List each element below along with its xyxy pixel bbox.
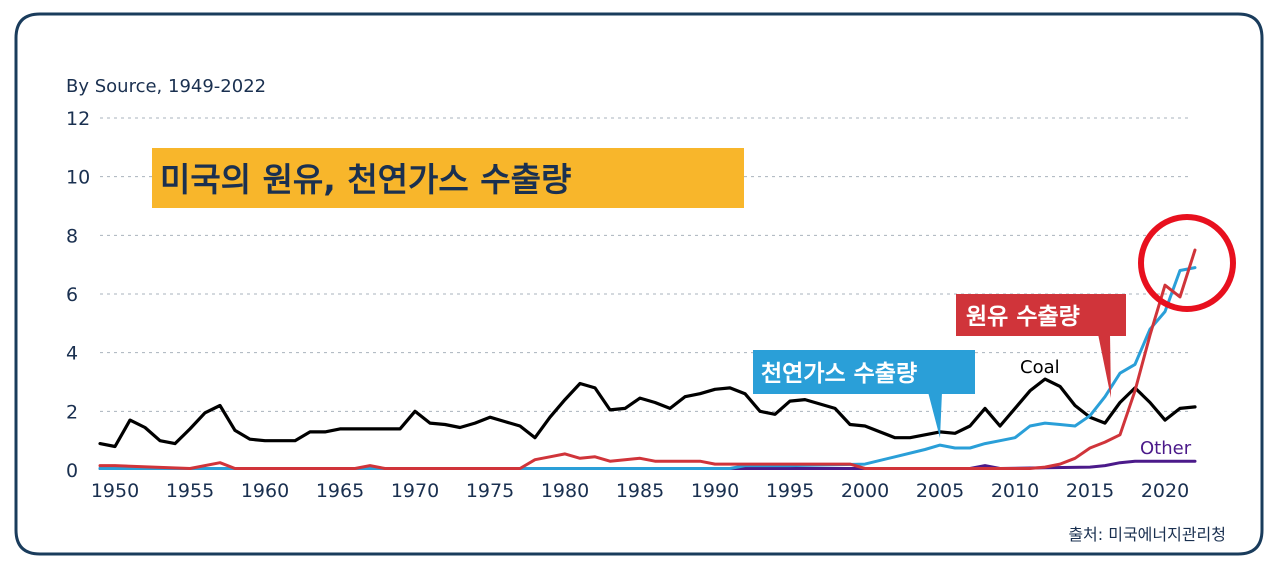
x-tick-label: 1960 [241, 480, 289, 502]
x-tick-label: 2005 [916, 480, 964, 502]
x-tick-label: 2010 [991, 480, 1039, 502]
gas-callout-label: 천연가스 수출량 [761, 361, 917, 387]
y-tick-label: 2 [66, 401, 78, 423]
highlight-circle [1138, 214, 1236, 312]
crude-callout-pointer [1098, 334, 1111, 398]
chart-frame [14, 12, 1264, 556]
chart-subtitle: By Source, 1949-2022 [66, 76, 266, 97]
x-tick-label: 2000 [841, 480, 889, 502]
crude-callout-label: 원유 수출량 [966, 304, 1080, 330]
y-axis: 0 2 4 6 8 10 12 [66, 108, 90, 482]
series-line-natural-gas [98, 266, 1197, 470]
y-tick-label: 4 [66, 343, 78, 365]
x-axis: 1950 1955 1960 1965 1970 1975 1980 1985 1990 1995… [91, 480, 1189, 502]
crude-callout-box [956, 294, 1126, 336]
x-tick-label: 1995 [766, 480, 814, 502]
title-background [152, 148, 744, 208]
y-tick-label: 0 [66, 460, 78, 482]
source-note: 출처: 미국에너지관리청 [1068, 525, 1226, 544]
gas-callout-box [753, 350, 975, 394]
gas-callout: 천연가스 수출량 [753, 350, 975, 438]
y-tick-label: 6 [66, 284, 78, 306]
x-tick-label: 1965 [316, 480, 364, 502]
x-tick-label: 1980 [541, 480, 589, 502]
x-tick-label: 1985 [616, 480, 664, 502]
series-label-coal: Coal [1020, 357, 1060, 378]
y-tick-label: 10 [66, 167, 90, 189]
x-tick-label: 1975 [466, 480, 514, 502]
series-label-other: Other [1140, 438, 1192, 459]
crude-callout: 원유 수출량 [956, 294, 1126, 398]
x-tick-label: 1990 [691, 480, 739, 502]
series-line-coal [98, 377, 1197, 449]
y-tick-label: 12 [66, 108, 90, 130]
series-line-crude-oil [98, 248, 1197, 470]
x-tick-label: 2015 [1066, 480, 1114, 502]
x-tick-label: 1970 [391, 480, 439, 502]
series-lines [98, 248, 1197, 470]
chart-title: 미국의 원유, 천연가스 수출량 [160, 160, 571, 199]
x-tick-label: 1955 [166, 480, 214, 502]
gas-callout-pointer [928, 392, 942, 438]
y-tick-label: 8 [66, 225, 78, 247]
x-tick-label: 1950 [91, 480, 139, 502]
x-tick-label: 2020 [1141, 480, 1189, 502]
